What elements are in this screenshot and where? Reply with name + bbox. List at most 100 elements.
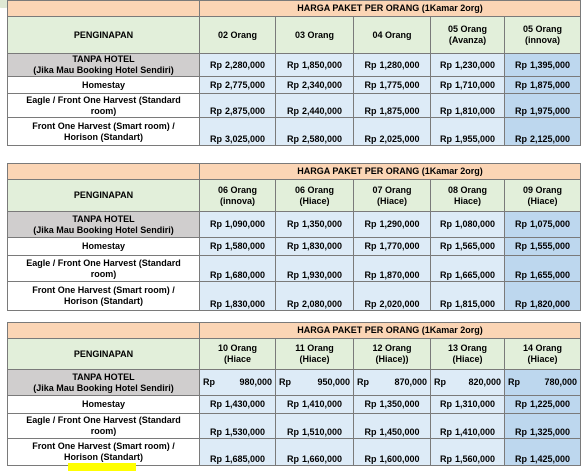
currency-label: Rp — [515, 454, 527, 464]
accommodation-line1: Homestay — [81, 241, 126, 251]
currency-label: Rp — [286, 454, 299, 464]
price-amount: 1,975,000 — [530, 106, 571, 116]
price-cell: Rp 2,280,000 — [199, 53, 276, 77]
price-cell: Rp 2,080,000 — [275, 281, 354, 311]
price-amount: 1,530,000 — [224, 427, 266, 437]
currency-label: Rp — [209, 79, 222, 90]
accommodation-label: TANPA HOTEL (Jika Mau Booking Hotel Sendi… — [7, 369, 200, 396]
price-value: Rp 1,075,000 — [507, 219, 578, 230]
column-header: 06 Orang (innova) — [199, 179, 276, 212]
price-value: Rp 1,510,000 — [278, 427, 351, 438]
currency-label: Rp — [286, 134, 299, 144]
column-header: 06 Orang (Hiace) — [275, 179, 354, 212]
column-header: 04 Orang — [353, 16, 431, 54]
price-value: Rp 1,820,000 — [507, 299, 578, 310]
price-cell: Rp 1,875,000 — [503, 76, 582, 94]
price-amount: 1,820,000 — [530, 299, 571, 309]
currency-label: Rp — [286, 399, 299, 409]
accommodation-label: Eagle / Front One Harvest (Standard room) — [7, 93, 200, 118]
price-value: Rp 2,025,000 — [356, 134, 428, 145]
table-row: Eagle / Front One Harvest (Standard room)… — [7, 413, 582, 439]
price-amount: 1,660,000 — [301, 454, 343, 464]
column-header: 05 Orang (Avanza) — [430, 16, 505, 54]
column-header-line1: 13 Orang — [447, 343, 487, 353]
accommodation-label: Eagle / Front One Harvest (Standard room) — [7, 413, 200, 439]
currency-label: Rp — [439, 270, 452, 280]
column-header-line1: 07 Orang — [372, 184, 412, 195]
price-cell: Rp 1,080,000 — [430, 211, 505, 238]
currency-label: Rp — [286, 79, 299, 90]
currency-label: Rp — [439, 79, 452, 90]
column-header-line2: (Hiace)) — [375, 354, 409, 364]
price-amount: 1,600,000 — [379, 454, 420, 464]
accommodation-label: Homestay — [7, 395, 200, 414]
accommodation-line1: Eagle / Front One Harvest (Standard — [26, 94, 181, 105]
price-value: Rp 2,280,000 — [202, 60, 273, 71]
accommodation-line1: Front One Harvest (Smart room) / — [32, 285, 175, 295]
price-amount: 1,580,000 — [224, 241, 266, 251]
column-header-line2: (Hiace) — [452, 354, 483, 364]
column-header-line1: 14 Orang — [523, 343, 563, 353]
accommodation-line1: Homestay — [81, 399, 126, 409]
price-value: Rp 1,600,000 — [356, 454, 428, 465]
currency-label: Rp — [439, 219, 452, 229]
price-value: Rp 1,090,000 — [202, 219, 273, 230]
price-value: Rp 1,810,000 — [433, 106, 502, 117]
currency-label: Rp — [364, 427, 377, 437]
price-cell: Rp 1,820,000 — [503, 281, 582, 311]
column-header: 08 Orang Hiace) — [430, 179, 505, 212]
price-value: Rp 2,580,000 — [278, 134, 351, 145]
accommodation-label: Front One Harvest (Smart room) / Horison … — [7, 281, 200, 311]
price-amount: 1,870,000 — [379, 270, 420, 280]
column-header: 02 Orang — [199, 16, 276, 54]
header-row: PENGINAPAN 06 Orang (innova) 06 Orang (Hiace… — [7, 179, 582, 212]
currency-label: Rp — [508, 377, 520, 387]
price-value: Rp 1,685,000 — [202, 454, 273, 465]
currency-label: Rp — [209, 106, 222, 116]
table-row: Front One Harvest (Smart room) / Horison … — [7, 438, 582, 466]
price-cell: Rp 1,680,000 — [199, 255, 276, 282]
price-table-section-2: HARGA PAKET PER ORANG (1Kamar 2org) PENGI… — [7, 163, 582, 311]
header-row: PENGINAPAN 10 Orang (Hiace 11 Orang (Hiace) 1… — [7, 338, 582, 370]
accommodation-label: Front One Harvest (Smart room) / Horison … — [7, 438, 200, 466]
column-header-line1: 05 Orang — [523, 24, 563, 34]
accommodation-label: TANPA HOTEL (Jika Mau Booking Hotel Sendi… — [7, 211, 200, 238]
price-value: Rp 1,830,000 — [202, 299, 273, 310]
currency-label: Rp — [364, 299, 377, 309]
price-value: Rp 1,680,000 — [202, 270, 273, 281]
currency-label: Rp — [515, 219, 527, 229]
currency-label: Rp — [515, 106, 527, 116]
currency-label: Rp — [209, 427, 222, 437]
column-header: 13 Orang (Hiace) — [430, 338, 505, 370]
accommodation-line2: room) — [90, 426, 117, 436]
price-cell: Rp 1,425,000 — [503, 438, 582, 466]
price-cell: Rp 3,025,000 — [199, 117, 276, 146]
price-value: Rp 1,930,000 — [278, 270, 351, 281]
price-amount: 1,230,000 — [454, 59, 496, 70]
price-value: Rp 1,410,000 — [433, 427, 502, 438]
table-row: Homestay Rp 2,775,000 Rp 2,340,000 Rp 1,775,00… — [7, 76, 582, 94]
price-cell: Rp 2,875,000 — [199, 93, 276, 118]
price-value: Rp 1,775,000 — [356, 80, 428, 91]
price-cell: Rp 1,665,000 — [430, 255, 505, 282]
currency-label: Rp — [439, 399, 452, 409]
column-header-line1: 08 Orang — [447, 184, 487, 195]
price-value: Rp 1,870,000 — [356, 270, 428, 281]
currency-label: Rp — [286, 299, 299, 309]
accommodation-line2: (Jika Mau Booking Hotel Sendiri) — [33, 224, 174, 235]
price-value: Rp 1,350,000 — [278, 219, 351, 230]
price-amount: 1,280,000 — [379, 59, 420, 70]
accommodation-line2: Horison (Standart) — [63, 131, 143, 142]
price-amount: 1,430,000 — [224, 399, 266, 409]
currency-label: Rp — [439, 454, 452, 464]
column-header-line2: (innova) — [220, 195, 255, 206]
currency-label: Rp — [364, 454, 377, 464]
column-header: 09 Orang (Hiace) — [503, 179, 582, 212]
accommodation-line2: Horison (Standart) — [63, 452, 143, 462]
accommodation-line1: Front One Harvest (Smart room) / — [32, 120, 175, 131]
price-value: Rp 1,565,000 — [433, 241, 502, 252]
column-header-line1: 10 Orang — [217, 343, 257, 353]
column-header: 14 Orang (Hiace) — [503, 338, 582, 370]
price-value: Rp 2,875,000 — [202, 106, 273, 117]
column-header-line1: 04 Orang — [372, 29, 412, 40]
